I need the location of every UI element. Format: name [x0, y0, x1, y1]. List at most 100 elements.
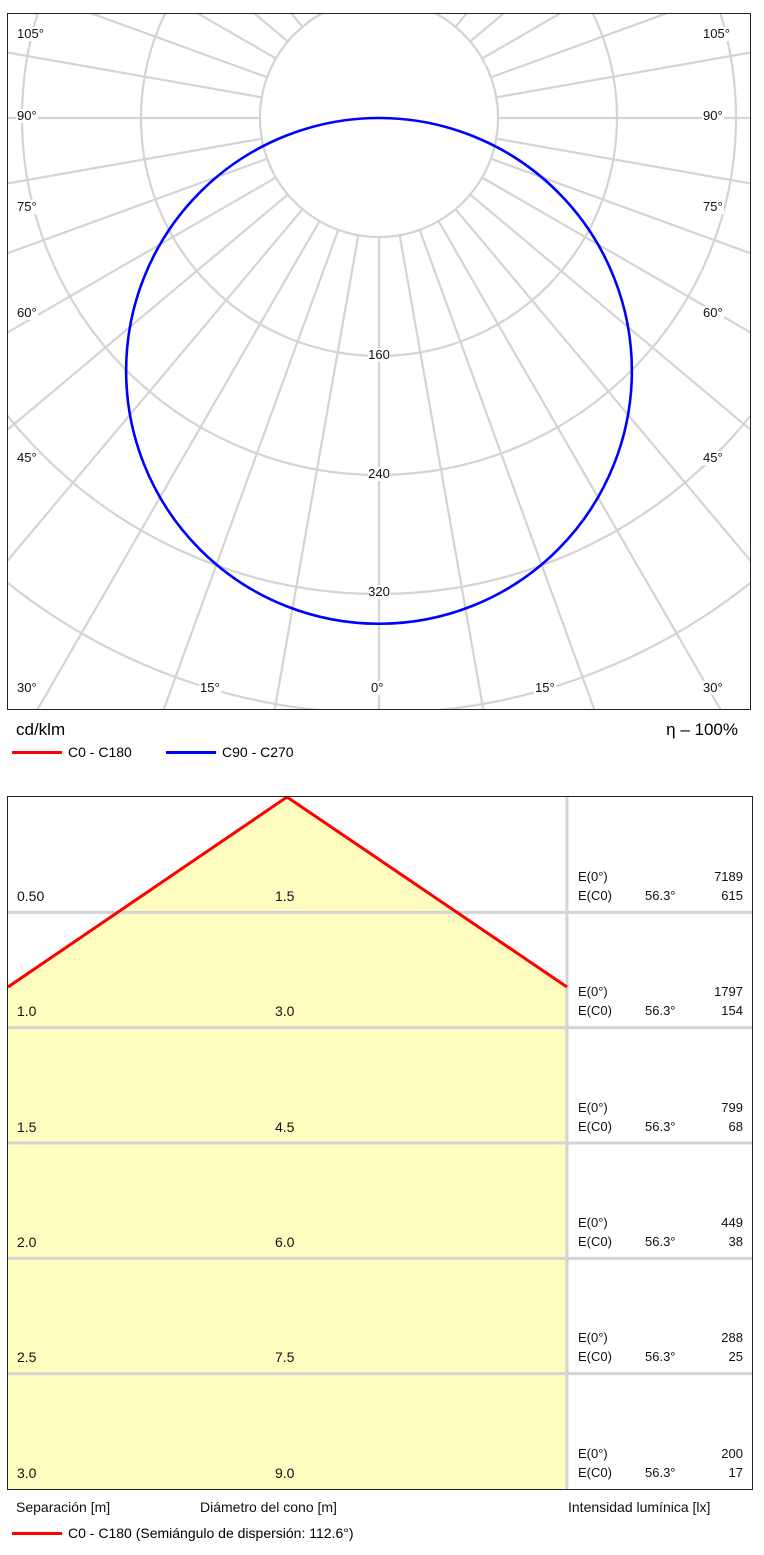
- intensity-axis-title: Intensidad lumínica [lx]: [568, 1499, 711, 1515]
- e0-value: 200: [721, 1445, 743, 1461]
- angle-label-right: 105°: [702, 26, 731, 41]
- separation-value: 2.5: [17, 1349, 37, 1366]
- ec0-label: E(C0): [578, 1003, 612, 1019]
- legend-c90: C90 - C270: [166, 744, 294, 760]
- ec0-value: 68: [728, 1118, 743, 1134]
- ec0-angle: 56.3°: [645, 1349, 676, 1365]
- e0-label: E(0°): [578, 1330, 608, 1346]
- separation-axis-title: Separación [m]: [16, 1499, 111, 1515]
- angle-label-bottom: 15°: [534, 680, 556, 695]
- angle-label-left: 30°: [16, 680, 38, 695]
- ec0-value: 17: [728, 1464, 743, 1480]
- ec0-angle: 56.3°: [645, 1234, 676, 1249]
- e0-value: 7189: [714, 869, 743, 884]
- e0-value: 288: [721, 1330, 743, 1346]
- angle-label-left: 45°: [16, 450, 38, 465]
- polar-center-disc: [258, 14, 500, 239]
- polar-spoke: [36, 220, 321, 709]
- cone-edge-left: [7, 795, 288, 989]
- cone-legend-swatch: [12, 1531, 62, 1535]
- legend-c90-swatch: [166, 750, 216, 754]
- ring-label: 160: [368, 347, 390, 362]
- diameter-value: 7.5: [275, 1349, 295, 1366]
- legend-c0: C0 - C180: [12, 744, 132, 760]
- polar-spoke: [8, 208, 304, 562]
- angle-label-right: 30°: [702, 680, 724, 695]
- polar-spoke: [8, 193, 289, 431]
- cone-edge-right: [286, 795, 568, 989]
- diameter-value: 3.0: [275, 1003, 295, 1020]
- polar-spoke: [8, 176, 277, 334]
- angle-label-bottom: 15°: [199, 680, 221, 695]
- efficiency-label: η – 100%: [666, 720, 738, 739]
- e0-value: 799: [721, 1099, 743, 1115]
- separation-value: 1.0: [17, 1003, 37, 1020]
- polar-spoke: [90, 14, 268, 79]
- diameter-value: 1.5: [275, 888, 295, 904]
- curve-c90-c270: [124, 116, 634, 626]
- ec0-label: E(C0): [578, 1349, 612, 1365]
- angle-label-left: 60°: [16, 305, 38, 320]
- diameter-value: 4.5: [275, 1118, 295, 1135]
- polar-spoke: [398, 235, 485, 709]
- cone-diagram: 0.50 1.5 E(0°) 7189 E(C0) 56.3° 615 1.0 3.0 E(0°)…: [7, 795, 753, 1490]
- ec0-angle: 56.3°: [645, 888, 676, 903]
- polar-spoke: [162, 229, 340, 709]
- separation-value: 1.5: [17, 1118, 37, 1135]
- angle-label-left: 90°: [16, 108, 38, 123]
- e0-value: 1797: [714, 984, 743, 1000]
- separation-value: 3.0: [17, 1464, 37, 1481]
- angle-label-right: 90°: [702, 108, 724, 123]
- angle-label-bottom: 0°: [370, 680, 385, 695]
- polar-spoke: [196, 14, 277, 60]
- polar-spoke: [490, 157, 750, 255]
- legend-c0-swatch: [12, 750, 62, 754]
- polar-spoke: [496, 137, 750, 185]
- ec0-value: 615: [721, 888, 743, 903]
- diameter-value: 9.0: [275, 1464, 295, 1481]
- e0-label: E(0°): [578, 1099, 608, 1115]
- cone-legend: C0 - C180 (Semiángulo de dispersión: 112…: [12, 1525, 354, 1541]
- ec0-label: E(C0): [578, 1118, 612, 1134]
- ec0-value: 154: [721, 1003, 743, 1019]
- ring-label: 320: [368, 584, 390, 599]
- e0-label: E(0°): [578, 869, 608, 884]
- e0-label: E(0°): [578, 984, 608, 1000]
- e0-value: 449: [721, 1215, 743, 1230]
- polar-spoke: [273, 235, 360, 709]
- unit-label: cd/klm: [16, 720, 66, 739]
- angle-label-left: 105°: [16, 26, 45, 41]
- ec0-value: 38: [728, 1234, 743, 1249]
- polar-spoke: [8, 51, 262, 99]
- ec0-angle: 56.3°: [645, 1464, 676, 1480]
- polar-spoke: [253, 14, 289, 43]
- separation-value: 2.0: [17, 1234, 37, 1250]
- polar-spoke: [490, 14, 668, 79]
- ec0-label: E(C0): [578, 1234, 612, 1249]
- ec0-label: E(C0): [578, 1464, 612, 1480]
- e0-label: E(0°): [578, 1215, 608, 1230]
- polar-spoke: [454, 208, 750, 562]
- polar-spoke: [481, 176, 750, 334]
- angle-label-right: 45°: [702, 450, 724, 465]
- ec0-angle: 56.3°: [645, 1118, 676, 1134]
- legend-c90-label: C90 - C270: [222, 744, 294, 760]
- polar-plot: [8, 14, 750, 709]
- diameter-value: 6.0: [275, 1234, 295, 1250]
- separation-value: 0.50: [17, 888, 45, 904]
- diameter-axis-title: Diámetro del cono [m]: [200, 1499, 337, 1515]
- angle-label-left: 75°: [16, 199, 38, 214]
- polar-spoke: [418, 229, 596, 709]
- polar-spoke: [8, 137, 262, 185]
- e0-label: E(0°): [578, 1445, 608, 1461]
- legend-c0-label: C0 - C180: [68, 744, 132, 760]
- ec0-label: E(C0): [578, 888, 612, 903]
- ring-label: 240: [368, 466, 390, 481]
- polar-spoke: [469, 193, 750, 431]
- ec0-angle: 56.3°: [645, 1003, 676, 1019]
- angle-label-right: 75°: [702, 199, 724, 214]
- ec0-value: 25: [728, 1349, 743, 1365]
- polar-spoke: [496, 51, 750, 99]
- polar-spoke: [8, 157, 268, 255]
- angle-label-right: 60°: [702, 305, 724, 320]
